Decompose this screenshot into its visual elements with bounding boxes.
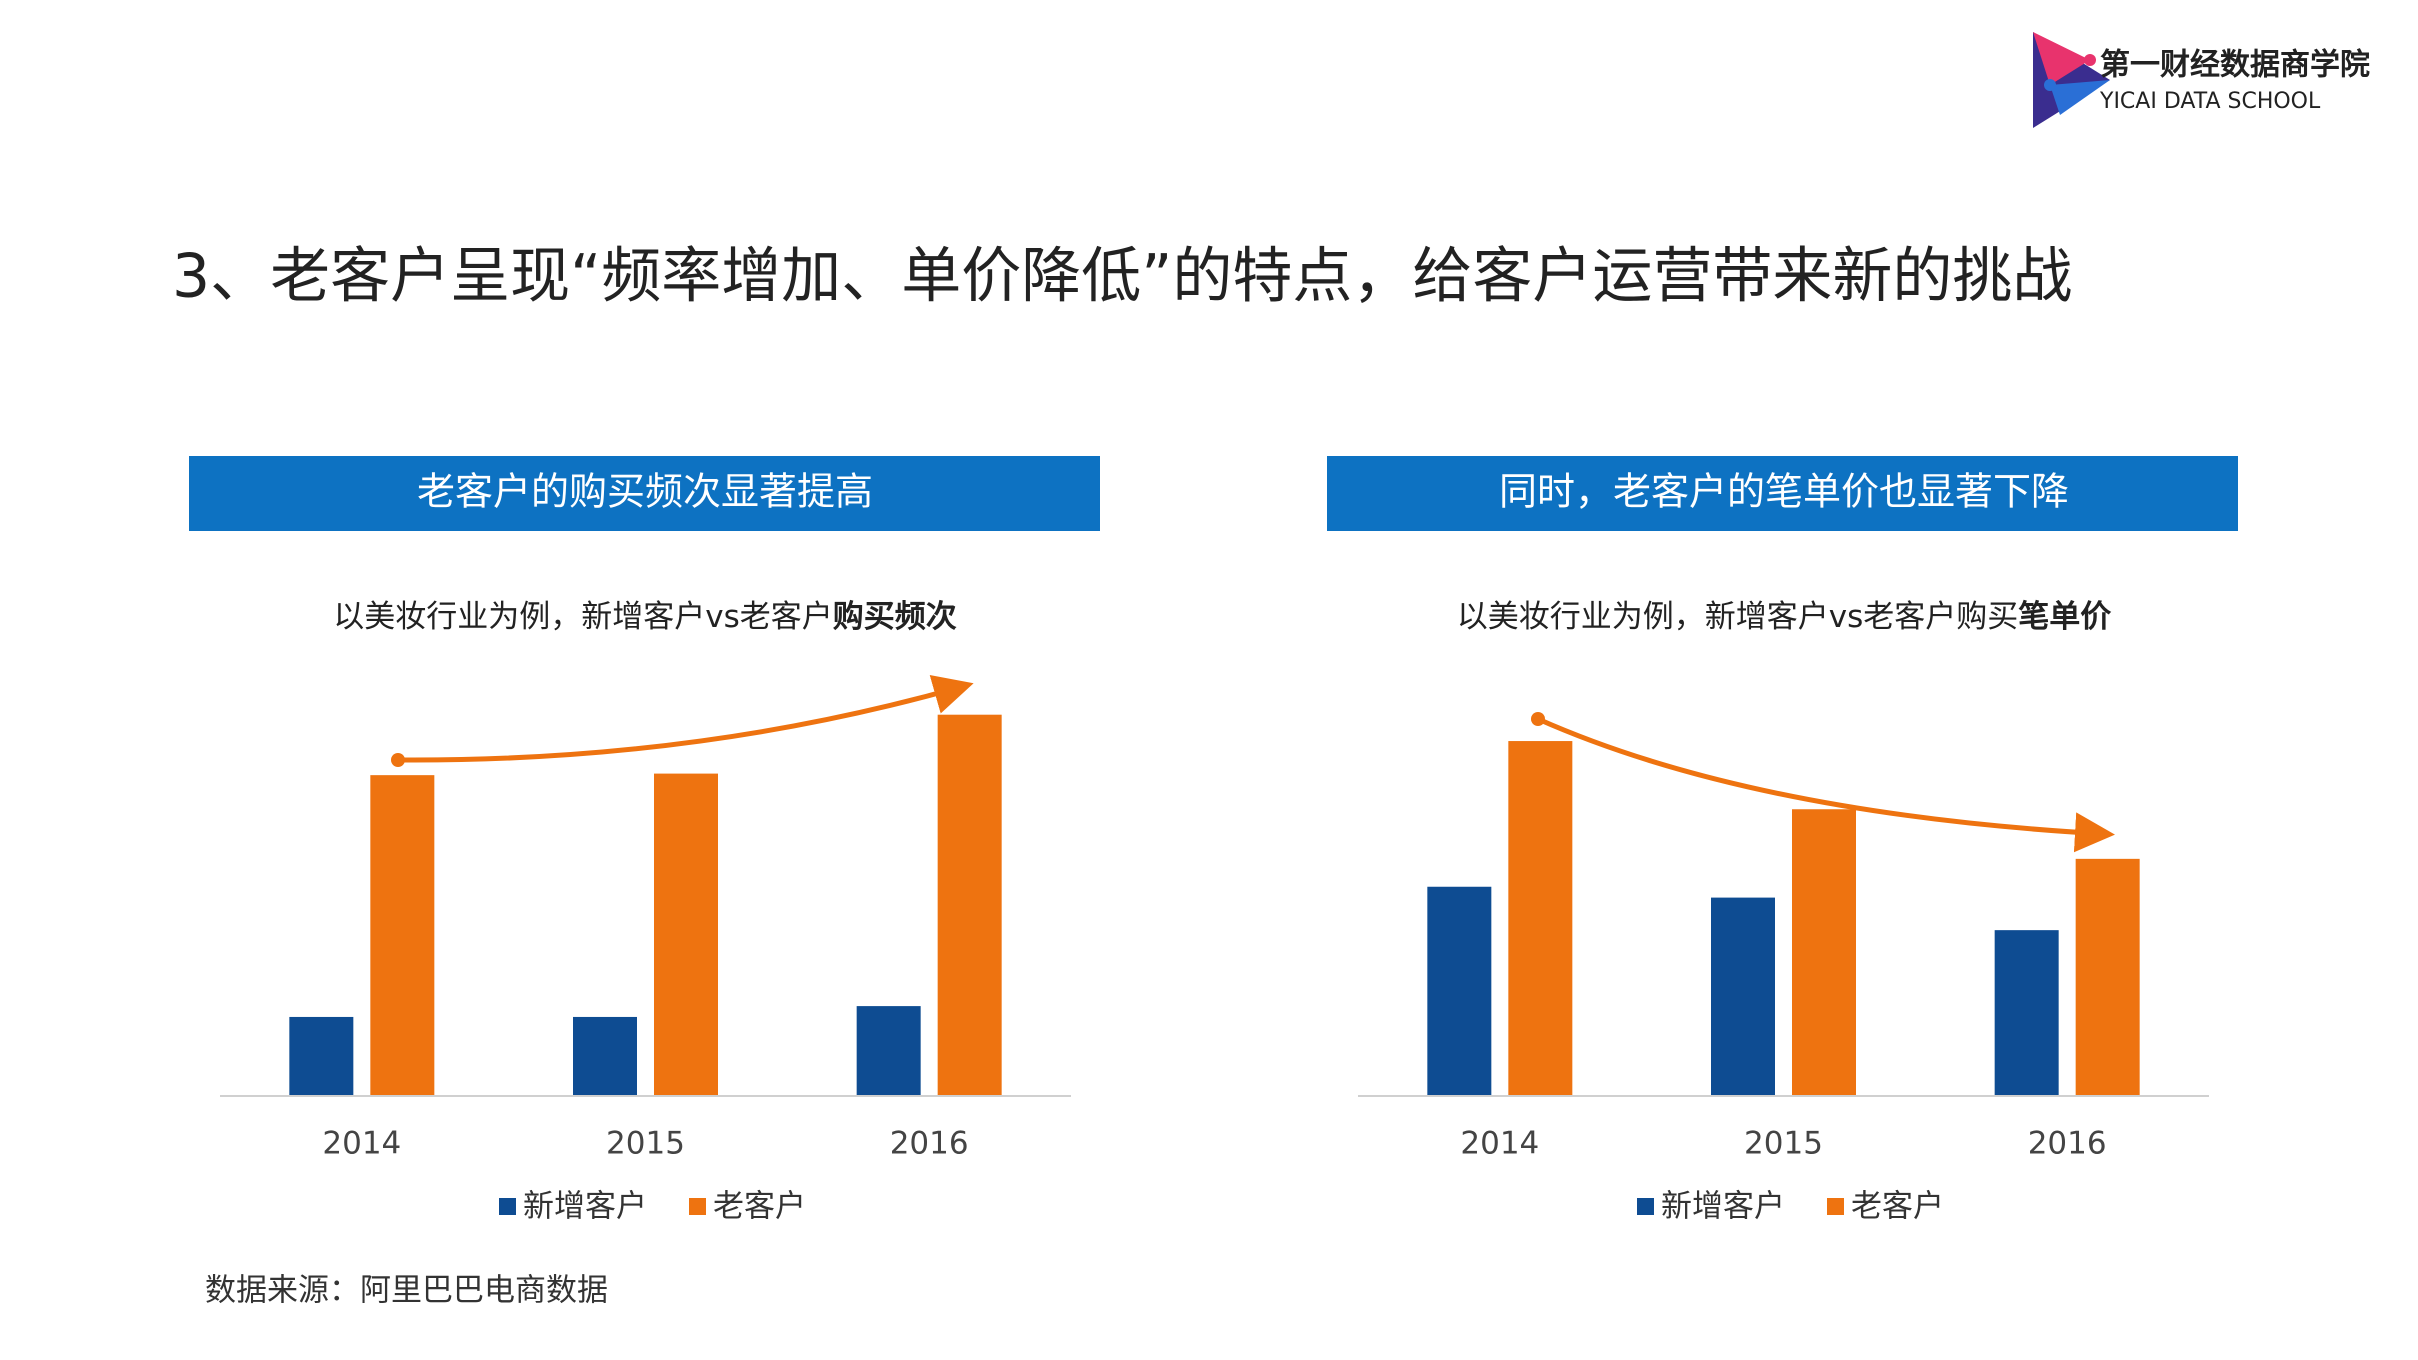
- x-tick-label: 2015: [606, 1126, 685, 1162]
- banner: [1327, 456, 2238, 531]
- trend-arrow: [397, 675, 974, 763]
- arrow-start: [391, 753, 405, 767]
- bar: [1994, 930, 2059, 1096]
- legend-label: 新增客户: [1661, 1189, 1785, 1225]
- logo-shape: [2033, 32, 2090, 85]
- legend-swatch: [499, 1198, 516, 1215]
- legend-swatch: [1637, 1198, 1654, 1215]
- x-tick-label: 2016: [890, 1126, 969, 1162]
- x-tick-label: 2014: [1460, 1126, 1539, 1162]
- slide-title: 3、老客户呈现“频率增加、单价降低”的特点，给客户运营带来新的挑战: [172, 242, 2072, 312]
- subtitle-text: 以美妆行业为例，新增客户vs老客户购买: [1457, 599, 2019, 635]
- subtitle-text: 以美妆行业为例，新增客户vs老客户: [333, 599, 833, 635]
- chart-subtitle: 以美妆行业为例，新增客户vs老客户购买频次: [333, 599, 957, 635]
- bar: [370, 775, 435, 1096]
- banner: [189, 456, 1100, 531]
- legend-label: 老客户: [713, 1189, 806, 1225]
- legend-swatch: [1827, 1198, 1844, 1215]
- legend-label: 老客户: [1851, 1189, 1944, 1225]
- bar: [1508, 741, 1573, 1096]
- bar: [654, 773, 718, 1096]
- arrow-start: [1531, 712, 1545, 726]
- logo-dot: [2084, 54, 2096, 66]
- logo-dot: [2044, 79, 2056, 91]
- bar: [1792, 809, 1856, 1096]
- banner-text: 同时，老客户的笔单价也显著下降: [1499, 470, 2069, 514]
- bar: [1427, 886, 1492, 1096]
- subtitle-emphasis: 笔单价: [2018, 599, 2111, 635]
- source-note: 数据来源：阿里巴巴电商数据: [205, 1273, 608, 1309]
- bar: [573, 1016, 637, 1096]
- x-tick-label: 2014: [322, 1126, 401, 1162]
- logo-shape: [2050, 80, 2110, 115]
- logo-cn: 第一财经数据商学院: [2100, 48, 2370, 83]
- chart-subtitle: 以美妆行业为例，新增客户vs老客户购买笔单价: [1457, 599, 2112, 635]
- subtitle-emphasis: 购买频次: [833, 599, 957, 635]
- bar: [1711, 897, 1775, 1096]
- banner-text: 老客户的购买频次显著提高: [417, 470, 873, 514]
- bar: [937, 714, 1002, 1096]
- logo-en: YICAI DATA SCHOOL: [2099, 89, 2321, 114]
- bar: [2075, 858, 2140, 1096]
- legend-swatch: [689, 1198, 706, 1215]
- trend-arrow: [1536, 716, 2115, 853]
- bar: [856, 1006, 921, 1096]
- legend-label: 新增客户: [523, 1189, 647, 1225]
- logo: [2033, 32, 2110, 128]
- bar: [289, 1016, 354, 1096]
- x-tick-label: 2016: [2028, 1126, 2107, 1162]
- x-tick-label: 2015: [1744, 1126, 1823, 1162]
